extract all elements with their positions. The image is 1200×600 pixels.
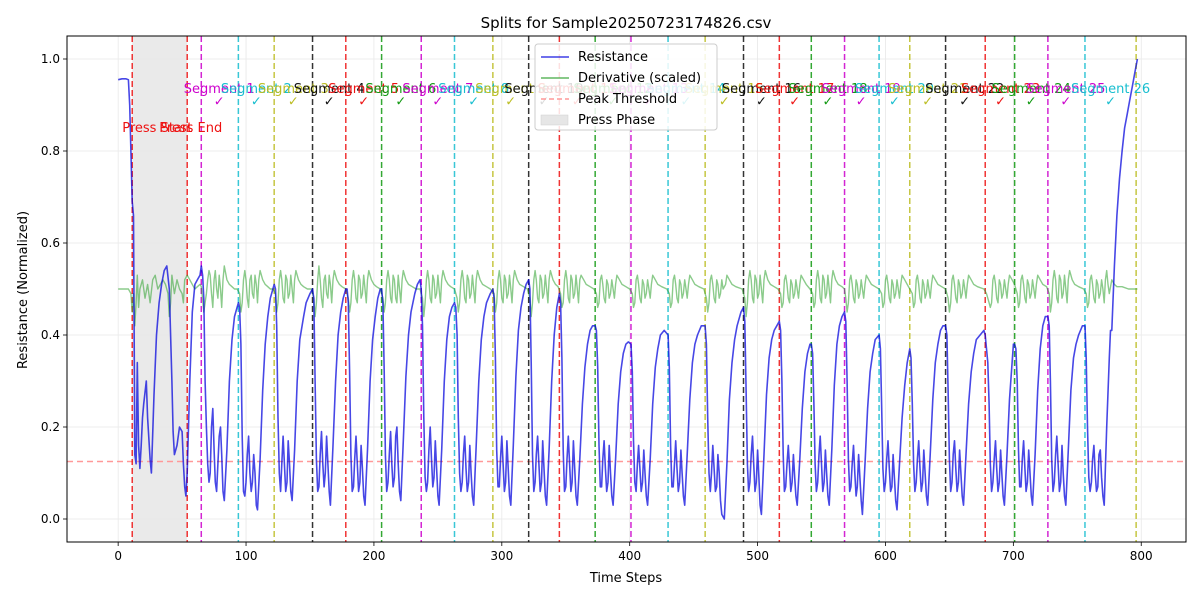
- x-tick-label: 700: [1002, 549, 1025, 563]
- chart-title: Splits for Sample20250723174826.csv: [481, 14, 772, 32]
- segment-check-mark: ✓: [432, 94, 443, 109]
- segment-label: Segment 24: [992, 82, 1071, 97]
- legend-entry-label: Resistance: [578, 50, 648, 65]
- segment-check-mark: ✓: [789, 94, 800, 109]
- segment-check-mark: ✓: [358, 94, 369, 109]
- x-tick-label: 100: [235, 549, 258, 563]
- segment-label: Segment 2: [221, 82, 292, 97]
- segment-check-mark: ✓: [251, 94, 262, 109]
- press-start-label: Press Start: [122, 121, 192, 136]
- segment-label: Segment 25: [1026, 82, 1105, 97]
- segment-label: Segment 17: [755, 82, 834, 97]
- legend-entry-label: Derivative (scaled): [578, 71, 701, 86]
- derivative-line: [118, 265, 1138, 327]
- segment-check-mark: ✓: [889, 94, 900, 109]
- segment-check-mark: ✓: [288, 94, 299, 109]
- x-tick-label: 0: [114, 549, 122, 563]
- segment-check-mark: ✓: [1026, 94, 1037, 109]
- segment-label: Segment 8: [438, 82, 509, 97]
- segment-label: Segment 5: [328, 82, 399, 97]
- legend-swatch: [540, 114, 569, 126]
- segment-check-mark: ✓: [995, 94, 1006, 109]
- segment-check-mark: ✓: [1060, 94, 1071, 109]
- x-tick-label: 200: [362, 549, 385, 563]
- x-tick-label: 400: [618, 549, 641, 563]
- segment-check-mark: ✓: [395, 94, 406, 109]
- segment-label: Segment 9: [475, 82, 546, 97]
- segment-check-mark: ✓: [719, 94, 730, 109]
- resistance-line: [118, 58, 1139, 520]
- segment-check-mark: ✓: [959, 94, 970, 109]
- y-tick-label: 1.0: [41, 52, 60, 66]
- segment-check-mark: ✓: [1105, 94, 1116, 109]
- segment-check-mark: ✓: [505, 94, 516, 109]
- segment-check-mark: ✓: [214, 94, 225, 109]
- segment-check-mark: ✓: [822, 94, 833, 109]
- legend-entry-label: Press Phase: [578, 113, 655, 128]
- segment-label: Segment 6: [365, 82, 436, 97]
- segment-check-mark: ✓: [922, 94, 933, 109]
- segment-label: Segment 20: [855, 82, 934, 97]
- segment-label: Segment 3: [258, 82, 329, 97]
- segment-label: Segment 1: [184, 82, 255, 97]
- legend: Resistance Derivative (scaled) Peak Thresh…: [534, 43, 718, 131]
- segment-check-mark: ✓: [468, 94, 479, 109]
- segment-label: Segment 23: [961, 82, 1040, 97]
- segment-check-mark: ✓: [856, 94, 867, 109]
- segment-label: Segment 21: [888, 82, 967, 97]
- y-tick-label: 0.6: [41, 236, 60, 250]
- press-phase-region: [132, 36, 188, 542]
- segment-label: Segment 7: [402, 82, 473, 97]
- segment-check-mark: ✓: [324, 94, 335, 109]
- y-tick-label: 0.8: [41, 144, 60, 158]
- segment-label: Segment 19: [822, 82, 901, 97]
- segment-label: Segment 4: [294, 82, 365, 97]
- x-tick-label: 800: [1130, 549, 1153, 563]
- segment-check-mark: ✓: [756, 94, 767, 109]
- segment-label: Segment 18: [788, 82, 867, 97]
- segment-label: Segment 22: [925, 82, 1004, 97]
- y-axis-label: Resistance (Normalized): [16, 211, 31, 369]
- x-tick-label: 600: [874, 549, 897, 563]
- axes-frame: [66, 35, 1187, 543]
- x-tick-label: 300: [490, 549, 513, 563]
- y-tick-label: 0.0: [41, 512, 60, 526]
- x-axis-label: Time Steps: [589, 571, 663, 586]
- segment-label: Segment 16: [722, 82, 801, 97]
- press-end-label: Press End: [159, 121, 222, 136]
- legend-box: [534, 43, 718, 131]
- y-tick-label: 0.2: [41, 420, 60, 434]
- segment-label: Segment 26: [1071, 82, 1150, 97]
- data-layer: [67, 36, 1186, 542]
- legend-entry-label: Peak Threshold: [578, 92, 677, 107]
- y-tick-label: 0.4: [41, 328, 60, 342]
- x-tick-label: 500: [746, 549, 769, 563]
